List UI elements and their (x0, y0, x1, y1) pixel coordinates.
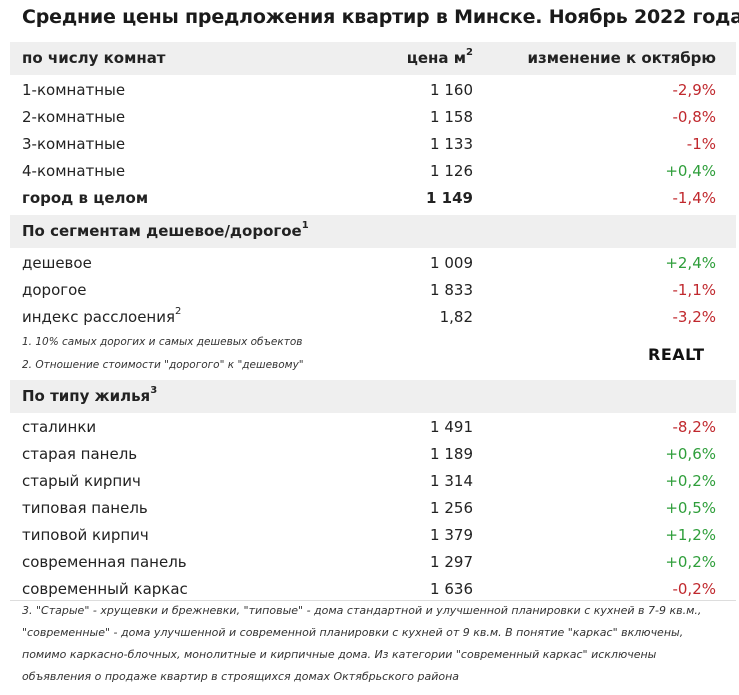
row-name: 4-комнатные (22, 162, 126, 180)
row-price: 1 833 (430, 281, 473, 299)
segments-heading: По сегментам дешевое/дорогое1 (10, 215, 736, 248)
row-name: дешевое (22, 254, 92, 272)
row-price: 1 636 (430, 580, 473, 598)
footnote-line: 3. "Старые" - хрущевки и брежневки, "тип… (22, 604, 702, 617)
housing-heading: По типу жилья3 (10, 380, 736, 413)
row-price: 1 189 (430, 445, 473, 463)
note-2: 2. Отношение стоимости "дорогого" к "деш… (22, 359, 304, 371)
row-name: сталинки (22, 418, 97, 436)
row-change: -8,2% (672, 418, 716, 436)
row-name: 2-комнатные (22, 108, 126, 126)
table-row: дорогое 1 833 -1,1% (10, 277, 736, 304)
page-title: Средние цены предложения квартир в Минск… (22, 6, 739, 28)
table-row: город в целом 1 149 -1,4% (10, 185, 736, 212)
row-change: -2,9% (672, 81, 716, 99)
row-price: 1 158 (430, 108, 473, 126)
table-row: 2-комнатные 1 158 -0,8% (10, 104, 736, 131)
footnote-line: объявления о продаже квартир в строящихс… (22, 670, 460, 683)
header-change-label: изменение к октябрю (527, 49, 716, 67)
housing-heading-label: По типу жилья (22, 387, 151, 405)
row-change: -1% (686, 135, 716, 153)
table-row: старый кирпич 1 314 +0,2% (10, 468, 736, 495)
table-row: индекс расслоения2 1,82 -3,2% (10, 304, 736, 331)
row-change: -0,2% (672, 580, 716, 598)
row-change: -1,1% (672, 281, 716, 299)
row-price: 1 379 (430, 526, 473, 544)
row-change: -0,8% (672, 108, 716, 126)
row-change: +1,2% (665, 526, 716, 544)
row-price: 1 297 (430, 553, 473, 571)
table-row: типовой кирпич 1 379 +1,2% (10, 522, 736, 549)
row-price: 1 256 (430, 499, 473, 517)
row-price: 1 126 (430, 162, 473, 180)
table-row: сталинки 1 491 -8,2% (10, 414, 736, 441)
table-row: современная панель 1 297 +0,2% (10, 549, 736, 576)
header-rooms-label: по числу комнат (22, 49, 166, 67)
footnote-line: "современные" - дома улучшенной и соврем… (22, 626, 684, 639)
row-name: 1-комнатные (22, 81, 126, 99)
table-row: современный каркас 1 636 -0,2% (10, 576, 736, 603)
row-price: 1 314 (430, 472, 473, 490)
row-price: 1 491 (430, 418, 473, 436)
row-change: -1,4% (672, 189, 716, 207)
footnote-line: помимо каркасно-блочных, монолитные и ки… (22, 648, 657, 661)
row-price: 1 009 (430, 254, 473, 272)
row-name: 3-комнатные (22, 135, 126, 153)
realt-logo: REALT (648, 345, 705, 364)
row-price: 1 160 (430, 81, 473, 99)
row-name: типовой кирпич (22, 526, 149, 544)
header-price-label: цена м2 (406, 47, 473, 67)
row-change: +0,5% (665, 499, 716, 517)
note-1: 1. 10% самых дорогих и самых дешевых объ… (22, 336, 303, 348)
row-change: +0,2% (665, 553, 716, 571)
row-name: город в целом (22, 189, 149, 207)
table-row: 3-комнатные 1 133 -1% (10, 131, 736, 158)
row-price: 1 149 (426, 189, 473, 207)
row-price: 1 133 (430, 135, 473, 153)
row-change: +2,4% (665, 254, 716, 272)
table-header: по числу комнат цена м2 изменение к октя… (10, 42, 736, 75)
row-price: 1,82 (439, 308, 473, 326)
row-name: дорогое (22, 281, 87, 299)
footer-divider (10, 600, 736, 601)
row-change: +0,6% (665, 445, 716, 463)
table-row: типовая панель 1 256 +0,5% (10, 495, 736, 522)
row-name: современный каркас (22, 580, 188, 598)
table-row: дешевое 1 009 +2,4% (10, 250, 736, 277)
row-change: +0,2% (665, 472, 716, 490)
row-name: старый кирпич (22, 472, 141, 490)
table-row: старая панель 1 189 +0,6% (10, 441, 736, 468)
table-row: 4-комнатные 1 126 +0,4% (10, 158, 736, 185)
row-name: типовая панель (22, 499, 148, 517)
row-name: современная панель (22, 553, 187, 571)
row-change: +0,4% (665, 162, 716, 180)
row-name: старая панель (22, 445, 138, 463)
row-change: -3,2% (672, 308, 716, 326)
footnote: 3. "Старые" - хрущевки и брежневки, "тип… (22, 600, 722, 688)
segments-heading-label: По сегментам дешевое/дорогое (22, 222, 302, 240)
table-row: 1-комнатные 1 160 -2,9% (10, 77, 736, 104)
row-name: индекс расслоения2 (22, 306, 182, 326)
